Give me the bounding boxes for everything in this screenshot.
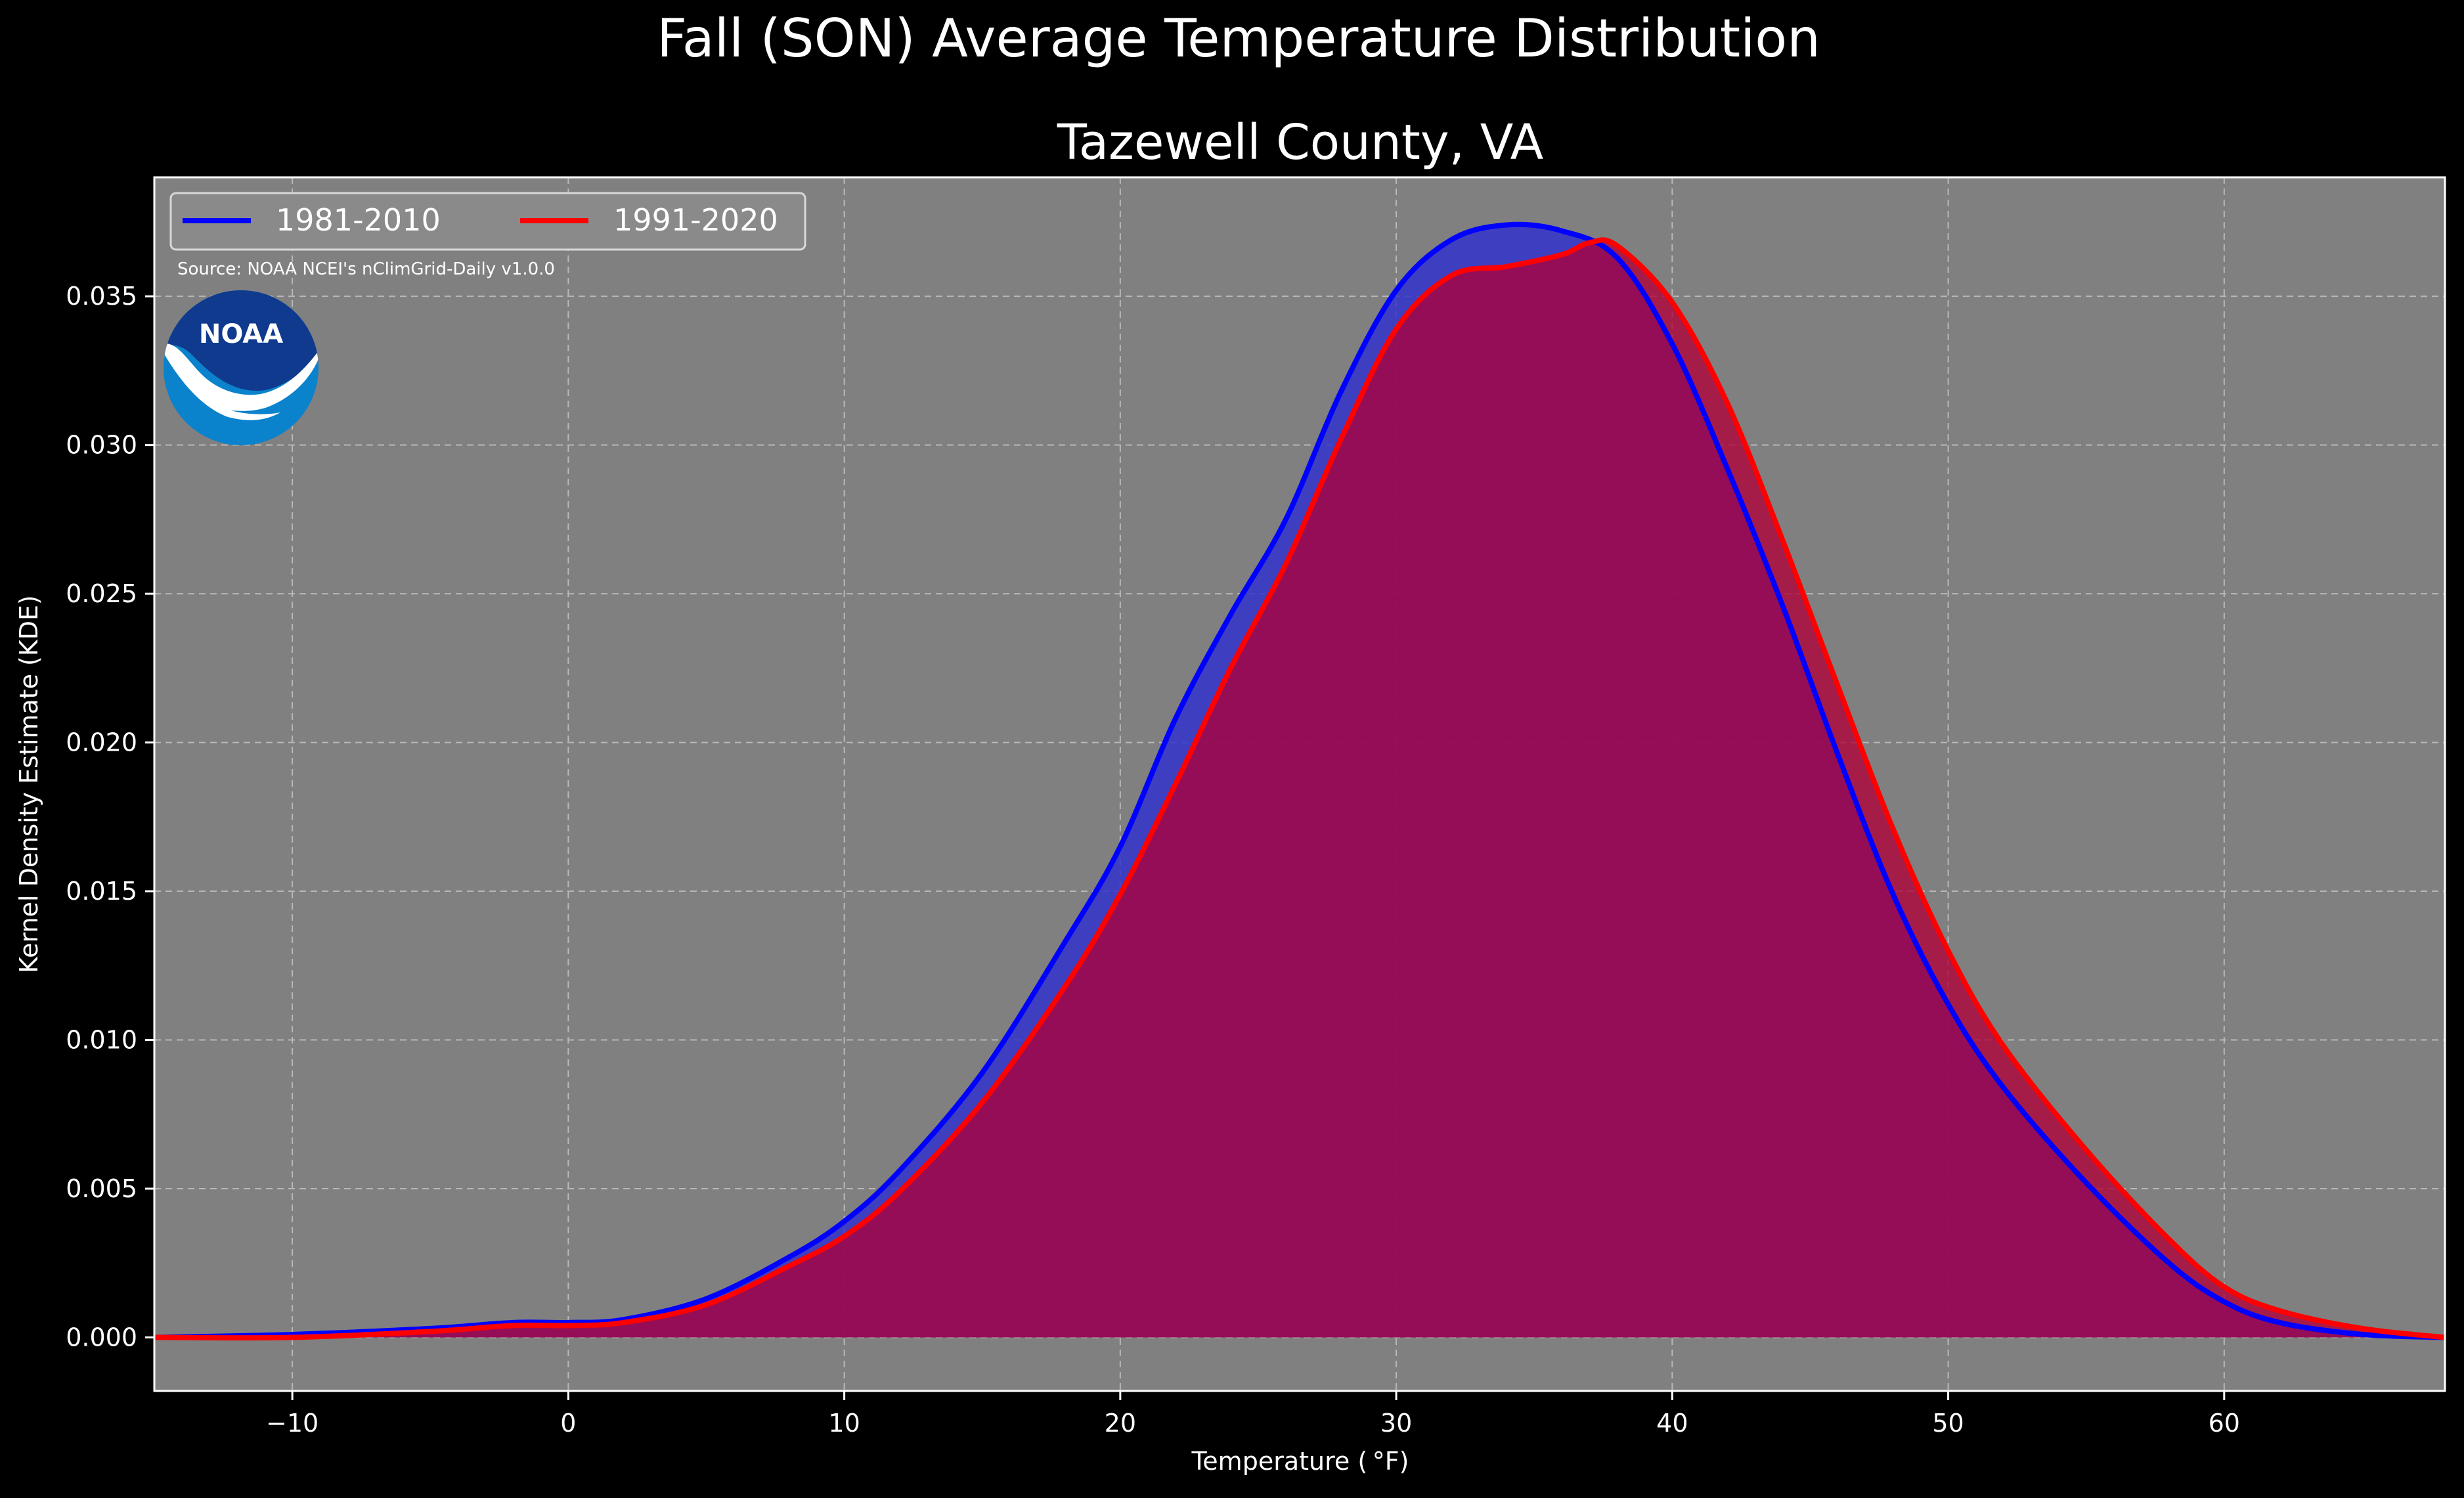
y-tick-label: 0.000 xyxy=(66,1323,137,1352)
y-tick-label: 0.035 xyxy=(66,282,137,311)
source-note: Source: NOAA NCEI's nClimGrid-Daily v1.0… xyxy=(177,259,555,279)
legend: 1981-2010 1991-2020 xyxy=(169,192,806,251)
legend-label-1991: 1991-2020 xyxy=(613,202,778,238)
x-tick-label: 30 xyxy=(1380,1409,1412,1438)
noaa-logo: NOAA xyxy=(164,290,319,445)
y-axis-label: Kernel Density Estimate (KDE) xyxy=(14,595,43,973)
x-tick-label: 20 xyxy=(1105,1409,1136,1438)
x-tick-label: 10 xyxy=(828,1409,860,1438)
x-tick-label: 50 xyxy=(1932,1409,1964,1438)
series-line-1981-2010 xyxy=(154,221,2446,1340)
y-tick-label: 0.030 xyxy=(66,431,137,460)
chart-title: Fall (SON) Average Temperature Distribut… xyxy=(657,8,1820,69)
y-tick-label: 0.020 xyxy=(66,728,137,757)
series-fill-1991-2020 xyxy=(154,240,2445,1338)
y-tick-label: 0.025 xyxy=(66,579,137,608)
series-fills xyxy=(154,224,2445,1338)
chart-subtitle: Tazewell County, VA xyxy=(1057,114,1544,171)
plot-frame xyxy=(153,176,2446,1392)
x-tick-label: −10 xyxy=(266,1409,319,1438)
y-axis-ticks: 0.000 0.005 0.010 0.015 0.020 0.025 0.030 0.035 xyxy=(66,282,154,1352)
x-tick-label: 60 xyxy=(2209,1409,2240,1438)
series-lines xyxy=(154,221,2446,1341)
legend-box xyxy=(169,192,806,251)
y-tick-label: 0.005 xyxy=(66,1174,137,1203)
x-tick-label: 40 xyxy=(1656,1409,1688,1438)
y-tick-label: 0.015 xyxy=(66,877,137,906)
x-axis-ticks: −10 0 10 20 30 40 50 60 xyxy=(266,1391,2240,1438)
x-axis-label: Temperature ( °F) xyxy=(1191,1447,1409,1476)
series-line-1991-2020 xyxy=(154,237,2446,1341)
y-tick-label: 0.010 xyxy=(66,1026,137,1055)
legend-label-1981: 1981-2010 xyxy=(276,202,441,238)
x-tick-label: 0 xyxy=(560,1409,576,1438)
noaa-logo-text: NOAA xyxy=(199,319,283,349)
